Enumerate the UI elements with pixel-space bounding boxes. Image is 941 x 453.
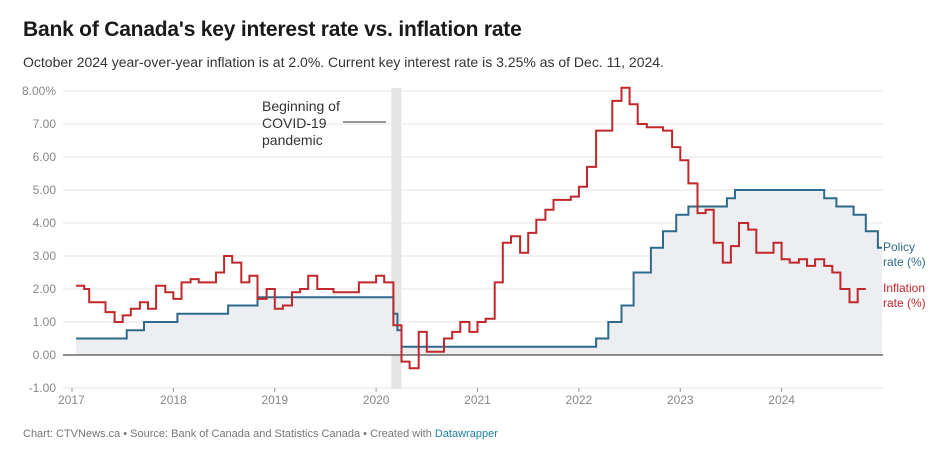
annotation-line-1: Beginning of [262, 98, 340, 114]
x-tick-label: 2018 [160, 393, 187, 407]
inflation-rate-line [76, 86, 866, 370]
policy-rate-area-fill [76, 190, 883, 355]
x-axis-ticks: 2017 2018 2019 2020 2021 2022 2023 2024 [58, 388, 795, 407]
series-lines [76, 86, 882, 370]
chart-footer: Chart: CTVNews.ca • Source: Bank of Cana… [23, 428, 498, 440]
chart-subtitle: October 2024 year-over-year inflation is… [23, 54, 664, 70]
datawrapper-link[interactable]: Datawrapper [434, 428, 498, 440]
created-with: Created with [370, 428, 435, 440]
y-tick-label: 1.00 [33, 315, 57, 329]
y-tick-label: 0.00 [33, 348, 57, 362]
y-tick-label: 5.00 [33, 183, 57, 197]
policy-series-label-line-1: Policy [883, 240, 915, 254]
x-tick-label: 2024 [768, 393, 795, 407]
y-tick-label: 2.00 [33, 282, 57, 296]
y-tick-label: 7.00 [33, 117, 57, 131]
covid-band-rect [391, 88, 402, 389]
chart-source: Source: Bank of Canada and Statistics Ca… [130, 428, 361, 440]
y-tick-label: 3.00 [33, 249, 57, 263]
x-tick-label: 2023 [667, 393, 694, 407]
y-tick-label: 4.00 [33, 216, 57, 230]
x-tick-label: 2021 [464, 393, 491, 407]
y-tick-label: 6.00 [33, 150, 57, 164]
series-labels: Policy rate (%) Inflation rate (%) [883, 240, 926, 310]
policy-rate-area [76, 190, 883, 355]
x-tick-label: 2020 [363, 393, 390, 407]
x-tick-label: 2019 [261, 393, 288, 407]
annotation-line-3: pandemic [262, 132, 323, 148]
annotation-line-2: COVID-19 [262, 115, 327, 131]
chart-title: Bank of Canada's key interest rate vs. i… [23, 18, 522, 41]
chart-credit: Chart: CTVNews.ca [23, 428, 121, 440]
inflation-series-label-line-2: rate (%) [883, 296, 926, 310]
policy-rate-line [76, 189, 882, 348]
x-tick-label: 2017 [58, 393, 85, 407]
covid-annotation: Beginning of COVID-19 pandemic [262, 98, 386, 148]
y-axis-ticks: -1.00 0.00 1.00 2.00 3.00 4.00 5.00 6.00 7.00 8.0… [22, 84, 56, 395]
policy-series-label-line-2: rate (%) [883, 255, 926, 269]
y-tick-label: -1.00 [29, 381, 57, 395]
x-tick-label: 2022 [566, 393, 593, 407]
y-tick-label: 8.00% [22, 84, 56, 98]
covid-highlight-band [391, 88, 402, 389]
inflation-series-label-line-1: Inflation [883, 281, 925, 295]
